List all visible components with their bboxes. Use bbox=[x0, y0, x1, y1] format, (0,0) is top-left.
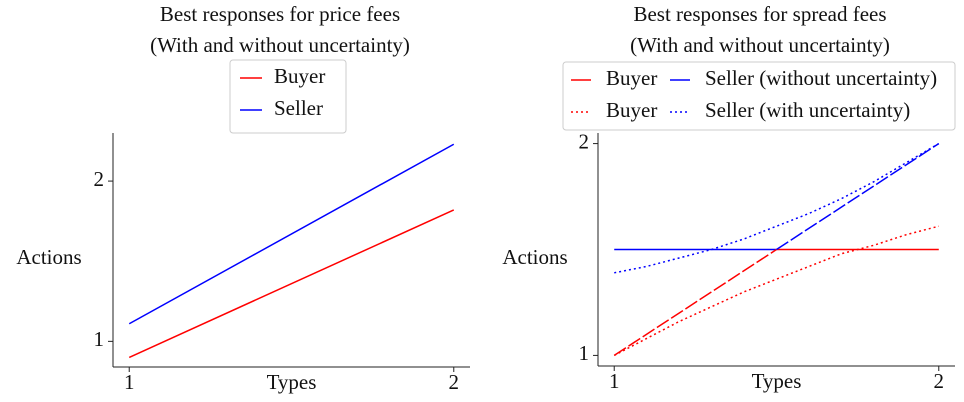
x-tick-label: 1 bbox=[609, 369, 620, 393]
line bbox=[614, 142, 940, 274]
line bbox=[128, 209, 455, 359]
line bbox=[613, 225, 939, 357]
x-tick-label: 2 bbox=[449, 370, 460, 394]
legend-label: Buyer bbox=[606, 66, 657, 90]
legend-box bbox=[562, 61, 956, 131]
legend-label: Seller bbox=[274, 96, 323, 120]
y-tick-label: 1 bbox=[579, 341, 590, 365]
chart-title: (With and without uncertainty) bbox=[630, 33, 890, 57]
chart-title: Best responses for price fees bbox=[160, 2, 400, 26]
line bbox=[613, 248, 777, 357]
line bbox=[128, 143, 455, 325]
x-tick-label: 1 bbox=[124, 370, 135, 394]
legend-label: Seller (with uncertainty) bbox=[705, 98, 910, 122]
chart-title: (With and without uncertainty) bbox=[150, 33, 410, 57]
x-axis-label: Types bbox=[752, 369, 802, 393]
y-axis-label: Actions bbox=[16, 245, 81, 269]
y-tick-label: 1 bbox=[94, 327, 105, 351]
legend-label: Buyer bbox=[274, 64, 325, 88]
legend-label: Buyer bbox=[606, 98, 657, 122]
y-axis-label: Actions bbox=[502, 245, 567, 269]
chart-title: Best responses for spread fees bbox=[633, 2, 886, 26]
legend-label: Seller (without uncertainty) bbox=[705, 66, 937, 90]
line bbox=[776, 142, 940, 251]
x-axis-label: Types bbox=[267, 370, 317, 394]
x-tick-label: 2 bbox=[934, 369, 945, 393]
y-tick-label: 2 bbox=[579, 129, 590, 153]
y-tick-label: 2 bbox=[94, 167, 105, 191]
